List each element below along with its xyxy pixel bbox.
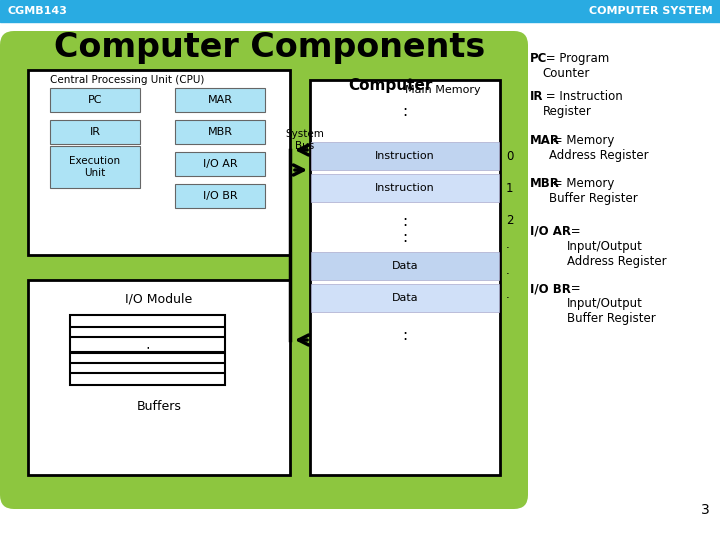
Text: .: .: [506, 264, 510, 276]
Text: Buffers: Buffers: [137, 400, 181, 413]
Text: CGMB143: CGMB143: [7, 6, 67, 16]
Text: PC: PC: [88, 95, 102, 105]
Text: Instruction: Instruction: [375, 151, 435, 161]
Text: Instruction: Instruction: [375, 183, 435, 193]
Text: MBR: MBR: [207, 127, 233, 137]
Text: Central Processing Unit (CPU): Central Processing Unit (CPU): [50, 75, 204, 85]
Text: = Memory
Address Register: = Memory Address Register: [549, 134, 648, 162]
Text: =
Input/Output
Buffer Register: = Input/Output Buffer Register: [567, 282, 656, 325]
Bar: [28, 70, 290, 255]
Text: I/O AR: I/O AR: [530, 225, 571, 238]
Bar: [50, 88, 140, 112]
Text: Computer: Computer: [348, 78, 432, 93]
Text: Computer Components: Computer Components: [55, 31, 485, 64]
Bar: [28, 280, 290, 475]
Bar: [50, 120, 140, 144]
Bar: [175, 88, 265, 112]
Text: .: .: [506, 288, 510, 301]
Text: I/O BR: I/O BR: [203, 191, 238, 201]
FancyBboxPatch shape: [0, 31, 528, 509]
Bar: [311, 252, 499, 280]
Text: =
Input/Output
Address Register: = Input/Output Address Register: [567, 225, 667, 268]
Text: IR: IR: [89, 127, 101, 137]
Bar: [0, 0, 720, 22]
Text: = Instruction
Register: = Instruction Register: [542, 90, 623, 118]
Text: :: :: [402, 327, 408, 342]
Text: :: :: [402, 231, 408, 246]
Text: 3: 3: [701, 503, 710, 517]
Bar: [310, 80, 500, 475]
Bar: [175, 184, 265, 208]
Text: = Memory
Buffer Register: = Memory Buffer Register: [549, 177, 637, 205]
Text: 1: 1: [506, 181, 513, 194]
Text: I/O BR: I/O BR: [530, 282, 571, 295]
Text: Data: Data: [392, 293, 418, 303]
Bar: [175, 152, 265, 176]
Text: 2: 2: [506, 213, 513, 226]
Bar: [175, 120, 265, 144]
Bar: [311, 284, 499, 312]
Text: Data: Data: [392, 261, 418, 271]
Text: MBR: MBR: [530, 177, 560, 190]
Text: IR: IR: [530, 90, 544, 103]
Text: 0: 0: [506, 150, 513, 163]
Text: :: :: [145, 343, 150, 357]
Text: Main Memory: Main Memory: [405, 85, 481, 95]
Text: I/O Module: I/O Module: [125, 292, 193, 305]
Text: System
Bus: System Bus: [286, 129, 325, 151]
Text: COMPUTER SYSTEM: COMPUTER SYSTEM: [589, 6, 713, 16]
Text: MAR: MAR: [207, 95, 233, 105]
Text: MAR: MAR: [530, 134, 560, 147]
Text: I/O AR: I/O AR: [203, 159, 238, 169]
Text: .: .: [506, 239, 510, 252]
Text: :: :: [402, 214, 408, 230]
Text: PC: PC: [530, 52, 547, 65]
Bar: [50, 146, 140, 188]
Text: Execution
Unit: Execution Unit: [69, 156, 120, 178]
Bar: [70, 315, 225, 385]
Text: = Program
Counter: = Program Counter: [542, 52, 610, 80]
Text: :: :: [402, 104, 408, 119]
Bar: [311, 142, 499, 170]
Bar: [311, 174, 499, 202]
